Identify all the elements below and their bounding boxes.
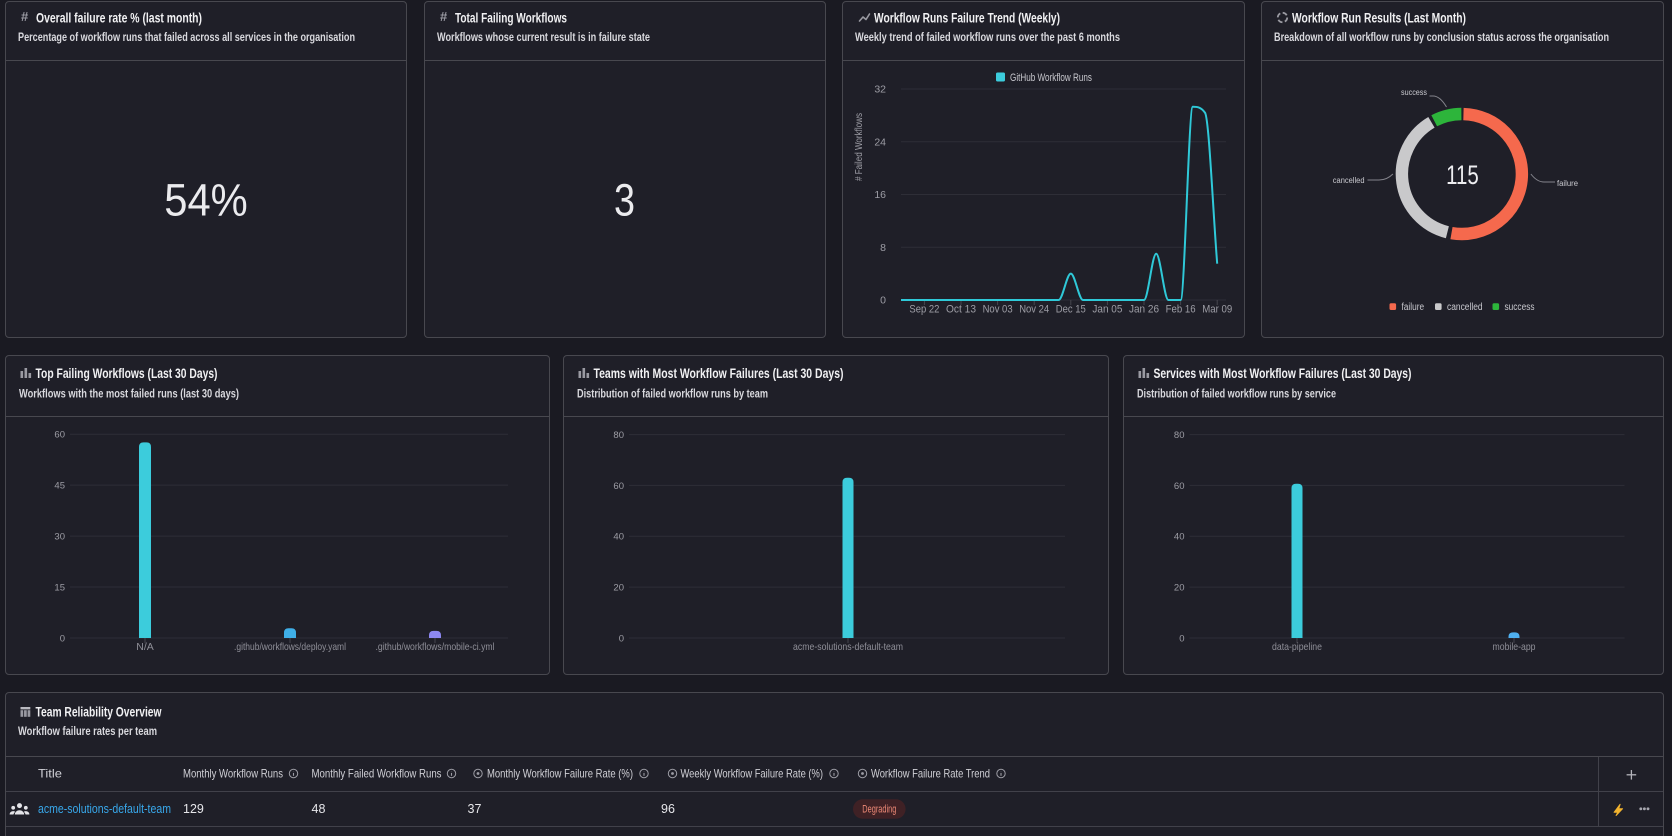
svg-text:Jan 26: Jan 26 — [1129, 304, 1159, 316]
svg-text:Title: Title — [38, 767, 62, 781]
svg-text:data-pipeline: data-pipeline — [1272, 641, 1322, 653]
svg-text:acme-solutions-default-team: acme-solutions-default-team — [793, 641, 903, 653]
svg-text:#: # — [440, 9, 448, 24]
svg-text:96: 96 — [661, 802, 675, 816]
svg-text:Nov 03: Nov 03 — [983, 304, 1013, 316]
svg-text:Workflows with the most failed: Workflows with the most failed runs (las… — [19, 389, 239, 401]
svg-text:45: 45 — [54, 480, 65, 491]
svg-text:40: 40 — [613, 532, 624, 543]
svg-text:Workflow Run Results (Last Mon: Workflow Run Results (Last Month) — [1292, 10, 1466, 25]
svg-text:0: 0 — [60, 633, 65, 644]
svg-text:Monthly Workflow Runs: Monthly Workflow Runs — [183, 767, 283, 781]
svg-text:8: 8 — [880, 242, 886, 254]
svg-text:acme-solutions-default-team: acme-solutions-default-team — [38, 802, 171, 816]
svg-text:Dec 15: Dec 15 — [1056, 304, 1086, 316]
svg-text:Team Reliability Overview: Team Reliability Overview — [36, 705, 162, 720]
svg-text:37: 37 — [468, 802, 482, 816]
svg-text:Distribution of failed workflo: Distribution of failed workflow runs by … — [577, 389, 768, 401]
svg-text:Mar 09: Mar 09 — [1202, 304, 1232, 316]
svg-text:N/A: N/A — [136, 641, 154, 653]
svg-text:80: 80 — [613, 430, 624, 441]
svg-text:54%: 54% — [164, 175, 248, 226]
svg-text:0: 0 — [880, 295, 886, 307]
svg-text:60: 60 — [1174, 481, 1185, 492]
svg-text:Workflow Runs Failure Trend (W: Workflow Runs Failure Trend (Weekly) — [874, 10, 1060, 25]
svg-text:success: success — [1401, 88, 1427, 97]
svg-text:32: 32 — [874, 84, 886, 96]
svg-text:15: 15 — [54, 582, 65, 593]
svg-text:60: 60 — [613, 481, 624, 492]
svg-text:.github/workflows/deploy.yaml: .github/workflows/deploy.yaml — [234, 641, 346, 653]
svg-text:Total Failing Workflows: Total Failing Workflows — [455, 10, 567, 25]
svg-text:0: 0 — [1179, 633, 1184, 644]
svg-text:.github/workflows/mobile-ci.ym: .github/workflows/mobile-ci.yml — [376, 641, 495, 653]
svg-text:#: # — [21, 9, 29, 24]
svg-text:115: 115 — [1446, 160, 1479, 190]
svg-text:Teams with Most Workflow Failu: Teams with Most Workflow Failures (Last … — [594, 366, 844, 381]
svg-text:Percentage of workflow runs th: Percentage of workflow runs that failed … — [18, 32, 355, 44]
svg-text:Breakdown of all workflow runs: Breakdown of all workflow runs by conclu… — [1274, 32, 1609, 44]
svg-text:129: 129 — [183, 802, 204, 816]
svg-text:mobile-app: mobile-app — [1493, 641, 1536, 653]
svg-text:80: 80 — [1174, 430, 1185, 441]
svg-text:40: 40 — [1174, 532, 1185, 543]
svg-text:16: 16 — [874, 189, 886, 201]
svg-text:60: 60 — [54, 430, 65, 441]
svg-text:Degrading: Degrading — [862, 804, 896, 816]
svg-text:Weekly Workflow Failure Rate (: Weekly Workflow Failure Rate (%) — [681, 767, 824, 781]
svg-text:0: 0 — [619, 633, 624, 644]
svg-text:GitHub Workflow Runs: GitHub Workflow Runs — [1010, 72, 1092, 84]
svg-text:48: 48 — [312, 802, 326, 816]
svg-text:cancelled: cancelled — [1447, 302, 1483, 313]
svg-text:Feb 16: Feb 16 — [1166, 304, 1196, 316]
svg-text:Services with Most Workflow Fa: Services with Most Workflow Failures (La… — [1154, 366, 1412, 381]
svg-text:cancelled: cancelled — [1333, 176, 1365, 185]
svg-text:20: 20 — [613, 582, 624, 593]
svg-text:30: 30 — [54, 531, 65, 542]
svg-text:Monthly Workflow Failure Rate: Monthly Workflow Failure Rate (%) — [487, 767, 633, 781]
svg-text:Weekly trend of failed workflo: Weekly trend of failed workflow runs ove… — [855, 32, 1120, 44]
svg-text:3: 3 — [614, 175, 635, 226]
svg-text:Jan 05: Jan 05 — [1092, 304, 1122, 316]
svg-text:24: 24 — [874, 136, 886, 148]
svg-text:failure: failure — [1557, 179, 1579, 188]
svg-text:failure: failure — [1402, 302, 1425, 313]
svg-text:Workflow Failure Rate Trend: Workflow Failure Rate Trend — [871, 767, 990, 781]
svg-text:Sep 22: Sep 22 — [909, 304, 939, 316]
svg-text:Workflows whose current result: Workflows whose current result is in fai… — [437, 32, 650, 44]
svg-text:Overall failure rate % (last m: Overall failure rate % (last month) — [36, 10, 202, 25]
svg-text:Oct 13: Oct 13 — [946, 304, 976, 316]
svg-text:success: success — [1505, 302, 1535, 313]
svg-text:# Failed Workflows: # Failed Workflows — [853, 113, 865, 181]
svg-text:Top Failing Workflows (Last 30: Top Failing Workflows (Last 30 Days) — [36, 366, 218, 381]
svg-text:20: 20 — [1174, 582, 1185, 593]
svg-text:Monthly Failed Workflow Runs: Monthly Failed Workflow Runs — [312, 767, 442, 781]
svg-text:Nov 24: Nov 24 — [1019, 304, 1049, 316]
svg-text:Workflow failure rates per tea: Workflow failure rates per team — [18, 726, 157, 738]
svg-text:Distribution of failed workflo: Distribution of failed workflow runs by … — [1137, 389, 1336, 401]
